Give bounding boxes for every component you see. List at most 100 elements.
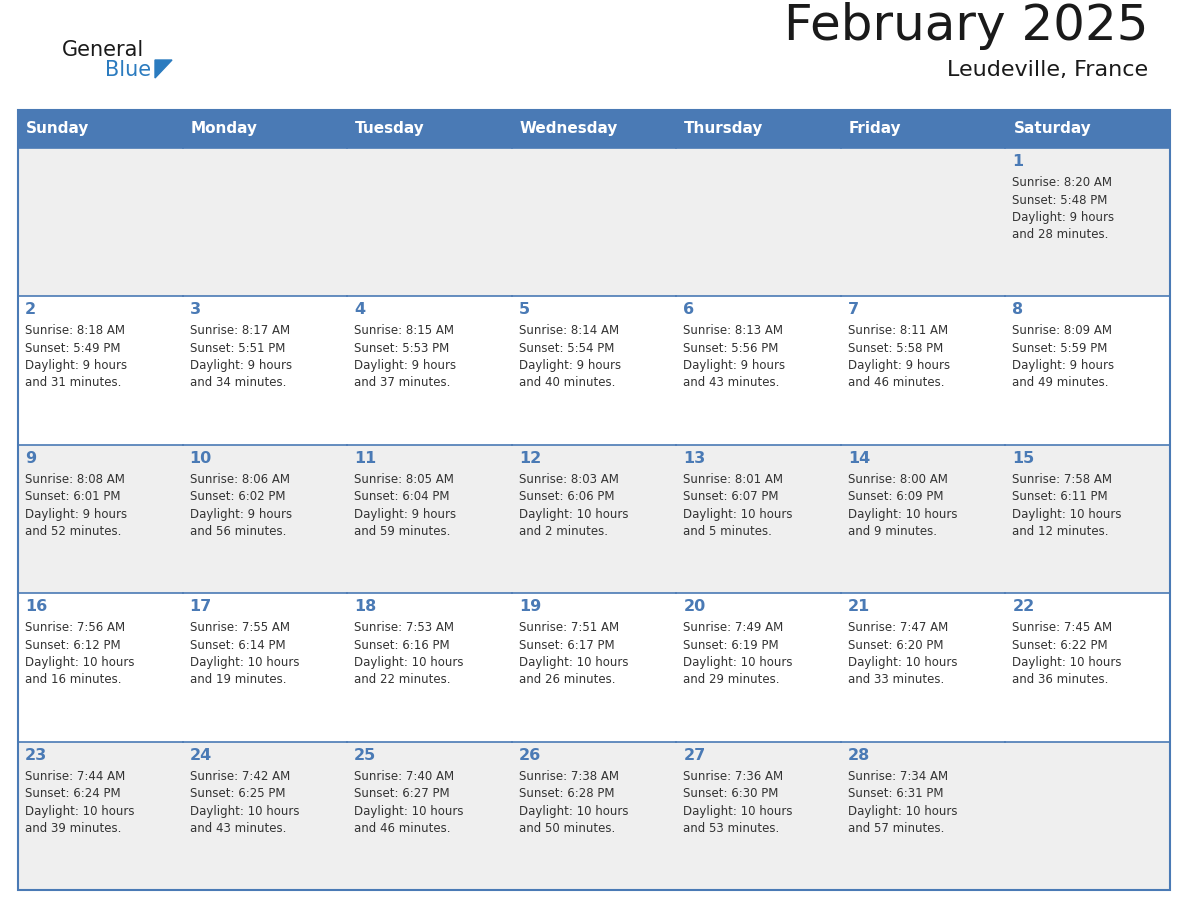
- Text: Daylight: 10 hours
and 53 minutes.: Daylight: 10 hours and 53 minutes.: [683, 804, 792, 834]
- Text: Sunset: 6:28 PM: Sunset: 6:28 PM: [519, 787, 614, 800]
- Bar: [512, 593, 676, 742]
- Text: Daylight: 10 hours
and 26 minutes.: Daylight: 10 hours and 26 minutes.: [519, 656, 628, 686]
- Text: Daylight: 10 hours
and 16 minutes.: Daylight: 10 hours and 16 minutes.: [25, 656, 134, 686]
- Text: Sunset: 5:51 PM: Sunset: 5:51 PM: [190, 341, 285, 355]
- Text: 22: 22: [1012, 599, 1035, 614]
- Text: Sunrise: 7:40 AM: Sunrise: 7:40 AM: [354, 769, 454, 783]
- Bar: [841, 593, 1005, 742]
- Text: Sunrise: 7:49 AM: Sunrise: 7:49 AM: [683, 621, 784, 634]
- Text: 2: 2: [25, 302, 36, 318]
- Bar: [1005, 445, 1170, 593]
- Text: Sunset: 6:20 PM: Sunset: 6:20 PM: [848, 639, 943, 652]
- Text: 25: 25: [354, 747, 377, 763]
- Text: Sunset: 6:02 PM: Sunset: 6:02 PM: [190, 490, 285, 503]
- Text: 9: 9: [25, 451, 36, 465]
- Text: Daylight: 10 hours
and 36 minutes.: Daylight: 10 hours and 36 minutes.: [1012, 656, 1121, 686]
- Bar: [841, 742, 1005, 890]
- Text: Sunset: 6:19 PM: Sunset: 6:19 PM: [683, 639, 779, 652]
- Text: Sunset: 5:56 PM: Sunset: 5:56 PM: [683, 341, 778, 355]
- Bar: [841, 110, 1005, 148]
- Text: Monday: Monday: [190, 121, 258, 137]
- Text: Sunrise: 8:00 AM: Sunrise: 8:00 AM: [848, 473, 948, 486]
- Text: Daylight: 10 hours
and 5 minutes.: Daylight: 10 hours and 5 minutes.: [683, 508, 792, 538]
- Text: Sunrise: 8:13 AM: Sunrise: 8:13 AM: [683, 324, 783, 338]
- Bar: [347, 110, 512, 148]
- Bar: [512, 297, 676, 445]
- Bar: [183, 297, 347, 445]
- Text: 16: 16: [25, 599, 48, 614]
- Text: Sunset: 6:24 PM: Sunset: 6:24 PM: [25, 787, 121, 800]
- Text: Sunrise: 7:45 AM: Sunrise: 7:45 AM: [1012, 621, 1112, 634]
- Bar: [183, 742, 347, 890]
- Text: Sunrise: 8:01 AM: Sunrise: 8:01 AM: [683, 473, 783, 486]
- Text: Sunset: 5:48 PM: Sunset: 5:48 PM: [1012, 194, 1107, 207]
- Bar: [347, 297, 512, 445]
- Bar: [1005, 297, 1170, 445]
- Bar: [841, 297, 1005, 445]
- Text: Daylight: 10 hours
and 33 minutes.: Daylight: 10 hours and 33 minutes.: [848, 656, 958, 686]
- Text: Sunrise: 7:42 AM: Sunrise: 7:42 AM: [190, 769, 290, 783]
- Text: Leudeville, France: Leudeville, France: [947, 60, 1148, 80]
- Text: Sunset: 6:01 PM: Sunset: 6:01 PM: [25, 490, 120, 503]
- Text: Daylight: 10 hours
and 9 minutes.: Daylight: 10 hours and 9 minutes.: [848, 508, 958, 538]
- Text: 5: 5: [519, 302, 530, 318]
- Bar: [676, 445, 841, 593]
- Text: Daylight: 9 hours
and 31 minutes.: Daylight: 9 hours and 31 minutes.: [25, 360, 127, 389]
- Bar: [347, 148, 512, 297]
- Text: Sunrise: 8:09 AM: Sunrise: 8:09 AM: [1012, 324, 1112, 338]
- Text: 24: 24: [190, 747, 211, 763]
- Text: Sunset: 6:14 PM: Sunset: 6:14 PM: [190, 639, 285, 652]
- Text: Sunset: 6:16 PM: Sunset: 6:16 PM: [354, 639, 450, 652]
- Text: Sunrise: 7:56 AM: Sunrise: 7:56 AM: [25, 621, 125, 634]
- Bar: [18, 148, 183, 297]
- Text: 21: 21: [848, 599, 870, 614]
- Text: Sunset: 6:17 PM: Sunset: 6:17 PM: [519, 639, 614, 652]
- Bar: [676, 148, 841, 297]
- Bar: [676, 742, 841, 890]
- Text: February 2025: February 2025: [784, 2, 1148, 50]
- Text: Daylight: 9 hours
and 28 minutes.: Daylight: 9 hours and 28 minutes.: [1012, 211, 1114, 241]
- Text: Sunset: 6:07 PM: Sunset: 6:07 PM: [683, 490, 779, 503]
- Text: Sunrise: 7:55 AM: Sunrise: 7:55 AM: [190, 621, 290, 634]
- Text: Sunset: 5:58 PM: Sunset: 5:58 PM: [848, 341, 943, 355]
- Text: Sunrise: 7:47 AM: Sunrise: 7:47 AM: [848, 621, 948, 634]
- Text: 10: 10: [190, 451, 211, 465]
- Text: Daylight: 10 hours
and 57 minutes.: Daylight: 10 hours and 57 minutes.: [848, 804, 958, 834]
- Text: Sunrise: 8:11 AM: Sunrise: 8:11 AM: [848, 324, 948, 338]
- Text: 12: 12: [519, 451, 541, 465]
- Text: Tuesday: Tuesday: [355, 121, 425, 137]
- Text: Sunrise: 8:18 AM: Sunrise: 8:18 AM: [25, 324, 125, 338]
- Text: Sunrise: 8:15 AM: Sunrise: 8:15 AM: [354, 324, 454, 338]
- Text: Sunrise: 7:38 AM: Sunrise: 7:38 AM: [519, 769, 619, 783]
- Text: Daylight: 10 hours
and 46 minutes.: Daylight: 10 hours and 46 minutes.: [354, 804, 463, 834]
- Text: Sunset: 6:04 PM: Sunset: 6:04 PM: [354, 490, 449, 503]
- Bar: [512, 148, 676, 297]
- Text: Wednesday: Wednesday: [519, 121, 618, 137]
- Text: 28: 28: [848, 747, 870, 763]
- Bar: [183, 110, 347, 148]
- Bar: [18, 297, 183, 445]
- Bar: [347, 593, 512, 742]
- Text: Daylight: 9 hours
and 43 minutes.: Daylight: 9 hours and 43 minutes.: [683, 360, 785, 389]
- Bar: [183, 445, 347, 593]
- Bar: [18, 110, 183, 148]
- Text: 15: 15: [1012, 451, 1035, 465]
- Text: 13: 13: [683, 451, 706, 465]
- Bar: [18, 445, 183, 593]
- Text: Sunrise: 8:06 AM: Sunrise: 8:06 AM: [190, 473, 290, 486]
- Text: General: General: [62, 40, 144, 60]
- Bar: [183, 148, 347, 297]
- Text: Daylight: 10 hours
and 50 minutes.: Daylight: 10 hours and 50 minutes.: [519, 804, 628, 834]
- Bar: [183, 593, 347, 742]
- Text: Daylight: 10 hours
and 12 minutes.: Daylight: 10 hours and 12 minutes.: [1012, 508, 1121, 538]
- Text: Sunrise: 7:36 AM: Sunrise: 7:36 AM: [683, 769, 783, 783]
- Bar: [676, 593, 841, 742]
- Text: 11: 11: [354, 451, 377, 465]
- Bar: [512, 110, 676, 148]
- Text: Daylight: 10 hours
and 19 minutes.: Daylight: 10 hours and 19 minutes.: [190, 656, 299, 686]
- Text: 23: 23: [25, 747, 48, 763]
- Text: Daylight: 10 hours
and 22 minutes.: Daylight: 10 hours and 22 minutes.: [354, 656, 463, 686]
- Text: Sunrise: 8:05 AM: Sunrise: 8:05 AM: [354, 473, 454, 486]
- Text: Sunset: 6:12 PM: Sunset: 6:12 PM: [25, 639, 121, 652]
- Text: 4: 4: [354, 302, 365, 318]
